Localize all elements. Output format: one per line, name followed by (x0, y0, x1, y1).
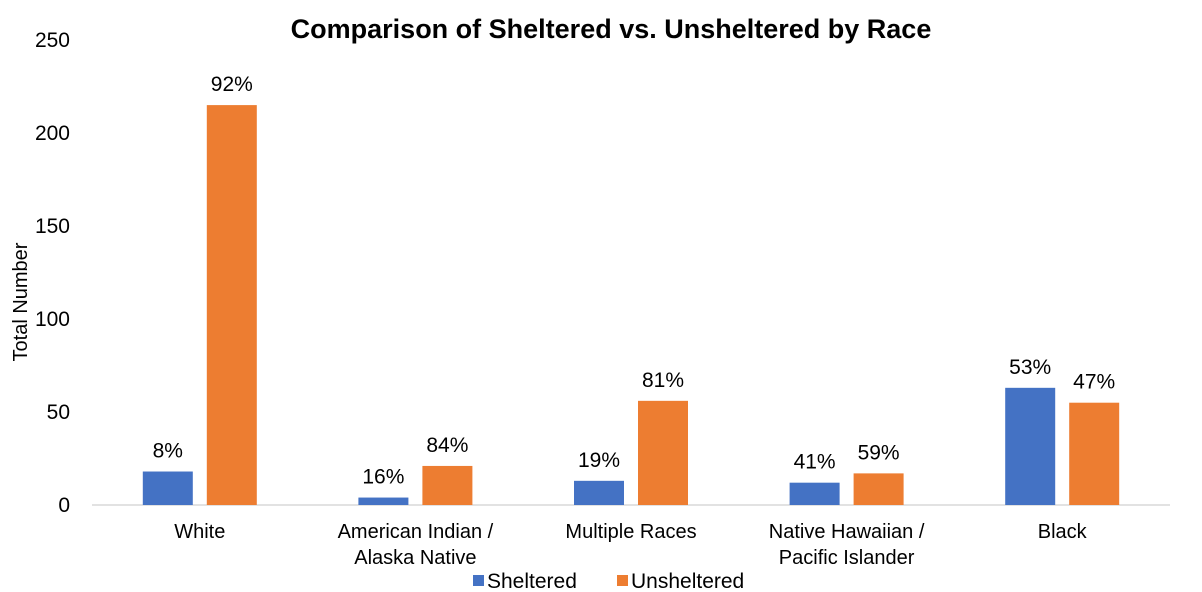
bar-unsheltered-4 (1069, 402, 1120, 505)
legend-swatch-unsheltered (617, 575, 628, 586)
data-label: 59% (858, 441, 900, 464)
bar-unsheltered-0 (206, 105, 257, 505)
bar-unsheltered-2 (638, 400, 688, 505)
bar-sheltered-0 (142, 471, 193, 505)
data-label: 81% (642, 369, 684, 392)
category-label: American Indian / (338, 521, 494, 543)
category-label: Native Hawaiian / (769, 521, 925, 543)
category-labels: White American Indian / Alaska Native Multi… (174, 521, 1087, 569)
data-label: 92% (211, 73, 253, 96)
category-label: Pacific Islander (779, 547, 915, 569)
bar-sheltered-4 (1005, 387, 1056, 505)
bar-sheltered-1 (358, 497, 409, 505)
data-label: 16% (362, 466, 404, 489)
legend-label-sheltered: Sheltered (487, 570, 577, 592)
data-label: 8% (153, 440, 183, 463)
y-tick-label: 250 (35, 29, 70, 52)
bar-unsheltered-1 (422, 465, 473, 505)
y-tick-label: 150 (35, 215, 70, 238)
bar-sheltered-2 (574, 480, 624, 505)
chart-title: Comparison of Sheltered vs. Unsheltered … (291, 14, 932, 44)
data-label: 47% (1073, 371, 1115, 394)
bar-sheltered-3 (789, 482, 840, 505)
data-label: 19% (578, 449, 620, 472)
category-label: Alaska Native (354, 547, 476, 569)
category-label: White (174, 521, 225, 543)
y-tick-label: 0 (58, 494, 70, 517)
data-label: 84% (426, 434, 468, 457)
bar-unsheltered-3 (853, 473, 904, 505)
y-axis-ticks: 0 50 100 150 200 250 (35, 29, 70, 517)
category-label: Multiple Races (565, 521, 696, 543)
data-label: 41% (794, 451, 836, 474)
legend: Sheltered Unsheltered (473, 570, 744, 592)
y-tick-label: 50 (47, 401, 70, 424)
y-tick-label: 200 (35, 122, 70, 145)
legend-swatch-sheltered (473, 575, 484, 586)
data-labels: 8% 92% 16% 84% 19% 81% 41% 59% 53% 47% (153, 73, 1116, 488)
legend-label-unsheltered: Unsheltered (631, 570, 744, 592)
y-axis-label: Total Number (10, 242, 32, 361)
y-tick-label: 100 (35, 308, 70, 331)
bars (142, 105, 1120, 505)
category-label: Black (1038, 521, 1088, 543)
data-label: 53% (1009, 356, 1051, 379)
